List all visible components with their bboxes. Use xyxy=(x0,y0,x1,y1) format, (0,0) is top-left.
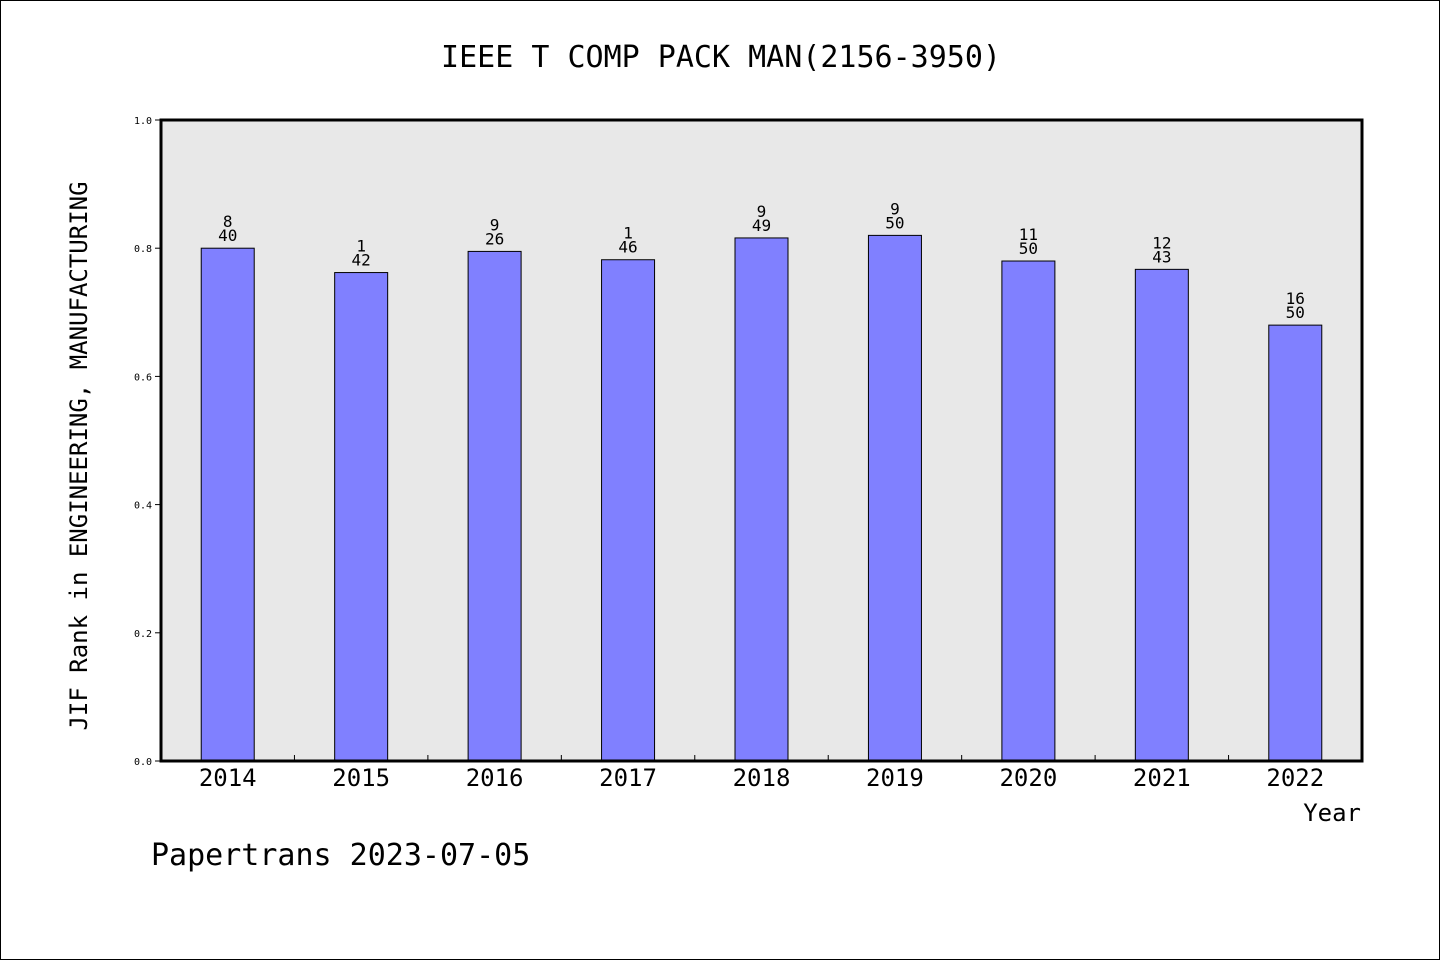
bar-total-label: 26 xyxy=(485,229,504,248)
bar-rank-label: 8 xyxy=(223,212,233,231)
x-tick-label: 2015 xyxy=(332,764,390,792)
bar-total-label: 40 xyxy=(218,226,237,245)
bar-rank-label: 11 xyxy=(1019,225,1038,244)
x-tick-label: 2022 xyxy=(1266,764,1324,792)
bar xyxy=(1134,268,1189,762)
bar-rank-label: 1 xyxy=(623,224,633,243)
y-tick-label: 0.6 xyxy=(134,372,152,383)
bar-rank-label: 9 xyxy=(890,199,900,218)
bar-rank-label: 9 xyxy=(757,202,767,221)
bar xyxy=(334,272,389,762)
x-tick-label: 2021 xyxy=(1133,764,1191,792)
bar xyxy=(601,259,656,762)
bar-rank-label: 16 xyxy=(1286,289,1305,308)
bar xyxy=(1268,324,1323,762)
y-axis-label: JIF Rank in ENGINEERING, MANUFACTURING xyxy=(65,181,93,730)
x-tick-label: 2019 xyxy=(866,764,924,792)
y-tick-label: 1.0 xyxy=(134,116,152,127)
bar-total-label: 50 xyxy=(885,213,904,232)
bar-total-label: 49 xyxy=(752,216,771,235)
plot-border xyxy=(159,118,1364,763)
x-tick-label: 2020 xyxy=(999,764,1057,792)
x-tick-label: 2014 xyxy=(199,764,257,792)
y-tick-label: 0.2 xyxy=(134,629,152,640)
bar xyxy=(734,237,789,762)
x-tick-label: 2017 xyxy=(599,764,657,792)
bar-rank-label: 12 xyxy=(1152,233,1171,252)
x-tick-label: 2018 xyxy=(733,764,791,792)
bar-total-label: 50 xyxy=(1286,303,1305,322)
footer-credit: Papertrans 2023-07-05 xyxy=(151,838,530,873)
chart-title: IEEE T COMP PACK MAN(2156-3950) xyxy=(441,40,1001,75)
x-tick-label: 2016 xyxy=(466,764,524,792)
bar-total-label: 42 xyxy=(352,251,371,270)
y-tick-label: 0.0 xyxy=(134,757,152,768)
bar-total-label: 50 xyxy=(1019,239,1038,258)
bar-rank-label: 1 xyxy=(356,237,366,256)
bar xyxy=(467,250,522,762)
y-tick-label: 0.8 xyxy=(134,244,152,255)
bar xyxy=(867,234,922,762)
bar-total-label: 43 xyxy=(1152,247,1171,266)
bar-rank-label: 9 xyxy=(490,215,500,234)
x-axis-label: Year xyxy=(1303,799,1361,827)
bar-total-label: 46 xyxy=(618,238,637,257)
bar xyxy=(1001,260,1056,762)
bar xyxy=(200,247,255,762)
y-tick-label: 0.4 xyxy=(134,501,152,512)
